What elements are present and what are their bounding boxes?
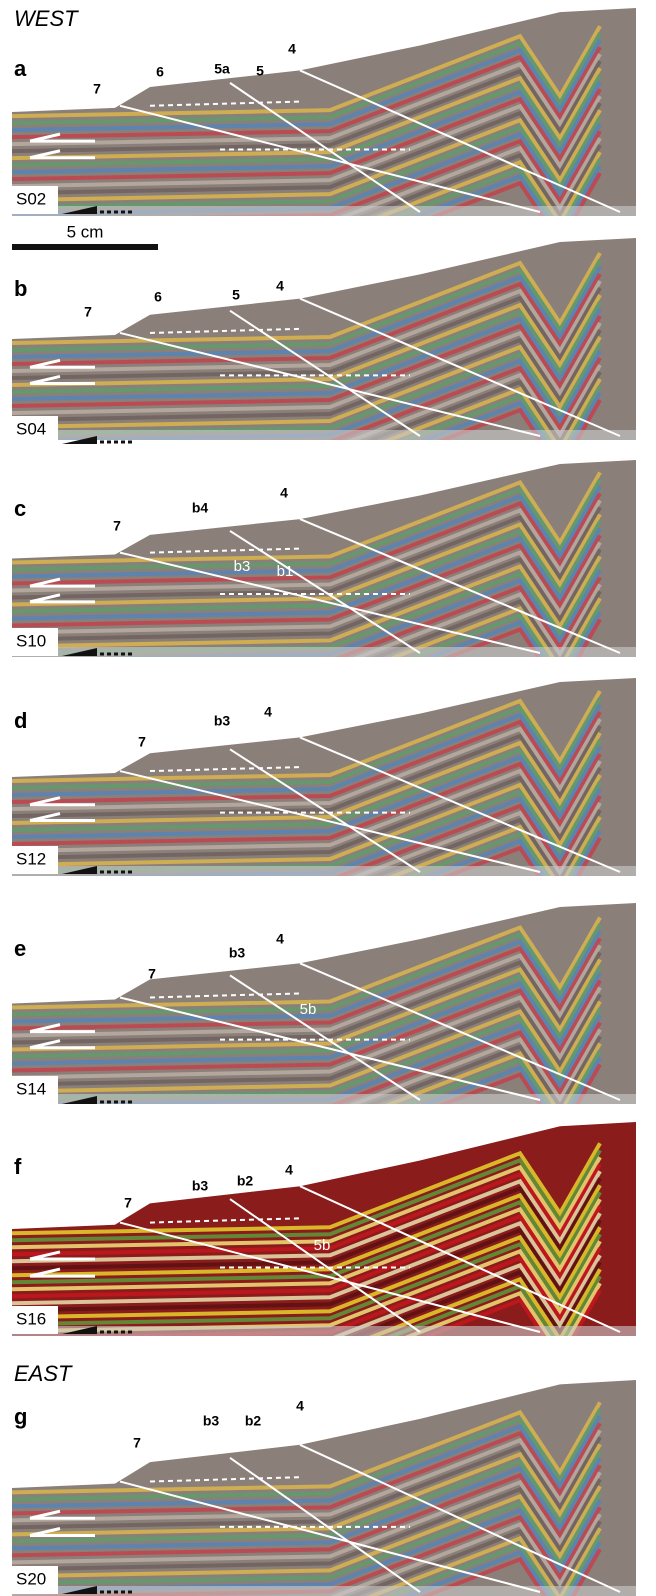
fault-label: 5	[256, 63, 264, 79]
fault-label: b2	[245, 1413, 262, 1429]
basement	[12, 1586, 636, 1596]
fault-label: 5b	[314, 1237, 331, 1254]
fault-label: 5a	[214, 61, 230, 77]
figure: WEST EAST 5 cm S02 a 7 6 5a 5 4 S04 b 7 6 5 4 S10 c 7 b4…	[0, 0, 656, 1596]
fault-label: 4	[285, 1162, 293, 1178]
panel-letter: f	[14, 1154, 22, 1179]
fault-label: 4	[264, 704, 272, 720]
fault-label: b1	[277, 563, 294, 580]
section-photo	[12, 678, 636, 928]
basement	[12, 647, 636, 657]
fault-label: 7	[93, 81, 101, 97]
basement	[12, 866, 636, 876]
sample-label: S10	[16, 631, 46, 650]
fault-label: b3	[234, 558, 251, 575]
fault-label: b2	[237, 1173, 254, 1189]
fault-label: 6	[156, 64, 164, 80]
east-label: EAST	[14, 1361, 73, 1386]
fault-label: 7	[148, 966, 156, 982]
sample-label: S20	[16, 1569, 46, 1588]
fault-label: b3	[229, 945, 246, 961]
scale-bar	[12, 244, 158, 250]
fault-label: b4	[192, 500, 209, 516]
section-photo	[12, 1380, 636, 1596]
sample-label: S16	[16, 1309, 46, 1328]
fault-label: 4	[288, 41, 296, 57]
fault-label: 4	[280, 485, 288, 501]
sample-label: S02	[16, 189, 46, 208]
section-photo	[12, 8, 636, 263]
fault-label: b3	[203, 1413, 220, 1429]
sample-label: S04	[16, 419, 46, 438]
fault-label: 7	[124, 1195, 132, 1211]
west-label: WEST	[14, 6, 79, 31]
basement	[12, 430, 636, 440]
panel-letter: e	[14, 936, 26, 961]
scale-label: 5 cm	[67, 222, 104, 241]
section-photo	[12, 460, 636, 709]
basement	[12, 206, 636, 216]
fault-label: 4	[276, 278, 284, 294]
sample-label: S14	[16, 1079, 46, 1098]
fault-label: 7	[113, 518, 121, 534]
fault-label: 4	[296, 1398, 304, 1414]
panel-letter: g	[14, 1404, 27, 1429]
fault-label: 7	[84, 304, 92, 320]
panel-letter: c	[14, 496, 26, 521]
fault-label: b3	[192, 1178, 209, 1194]
fault-label: 7	[138, 734, 146, 750]
panel-letter: a	[14, 56, 27, 81]
fault-label: 5b	[300, 1001, 317, 1018]
fault-label: 5	[232, 287, 240, 303]
fault-label: 6	[154, 289, 162, 305]
panel-letter: d	[14, 708, 27, 733]
fault-label: b3	[214, 713, 231, 729]
sample-label: S12	[16, 849, 46, 868]
fault-label: 7	[133, 1435, 141, 1451]
fault-label: 4	[276, 931, 284, 947]
basement	[12, 1326, 636, 1336]
section-photo	[12, 903, 636, 1155]
basement	[12, 1094, 636, 1104]
panel-letter: b	[14, 276, 27, 301]
section-photo	[12, 238, 636, 490]
